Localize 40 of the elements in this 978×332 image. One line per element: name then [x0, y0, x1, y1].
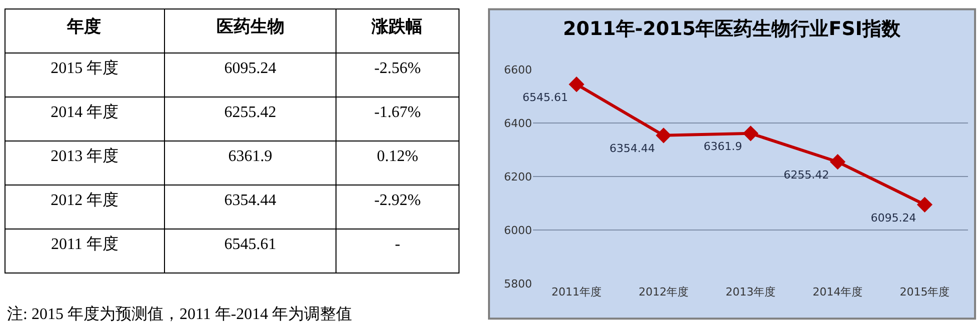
y-tick-label: 6200	[504, 170, 532, 184]
y-tick-label: 2012 年度	[50, 191, 119, 210]
data-label: 6354.44	[610, 142, 656, 156]
data-label: 6255.42	[784, 168, 830, 182]
text: -	[394, 236, 400, 254]
y-tick-label: 2011 年度	[50, 235, 118, 254]
text: 6255.42	[224, 104, 276, 122]
y-tick-label: 2013 年度	[50, 147, 119, 166]
x-tick-label: 涨跌幅	[370, 17, 423, 38]
chart-title: 2011年-2015年医药生物行业FSI指数	[563, 18, 902, 40]
y-tick-label: 6600	[504, 64, 532, 77]
point	[656, 128, 672, 144]
y-tick-label: 5800	[504, 277, 532, 290]
data-label: 6545.61	[522, 91, 568, 104]
x-tick-label: 2011年度	[552, 286, 602, 299]
text: 6545.61	[224, 236, 276, 254]
text: -2.56%	[374, 60, 421, 78]
y-axis-title: 年度	[66, 17, 102, 38]
text: 6095.24	[224, 60, 276, 78]
x-tick-label: 2013年度	[726, 286, 776, 299]
point	[742, 126, 758, 142]
x-tick-label: 2012年度	[638, 286, 689, 299]
y-tick-label: 6000	[504, 224, 532, 237]
text: 0.12%	[376, 148, 418, 166]
text: 注: 2015 年度为预测值，2011 年-2014 年为调整值	[7, 305, 352, 323]
data-label: 6095.24	[870, 211, 916, 224]
x-tick-label: 2014年度	[812, 286, 863, 299]
y-tick-label: 2014 年度	[50, 103, 119, 122]
text: 6354.44	[224, 192, 276, 210]
point	[568, 76, 584, 92]
text: -1.67%	[374, 104, 421, 122]
x-tick-label: 2015年度	[900, 286, 950, 299]
data-label: 6361.9	[704, 140, 742, 154]
point	[830, 154, 846, 170]
text: 6361.9	[228, 148, 272, 166]
x-tick-label: 医药生物	[216, 17, 284, 38]
text: -2.92%	[374, 192, 421, 210]
y-tick-label: 6400	[504, 117, 532, 130]
y-tick-label: 2015 年度	[50, 59, 119, 78]
point	[916, 196, 932, 212]
